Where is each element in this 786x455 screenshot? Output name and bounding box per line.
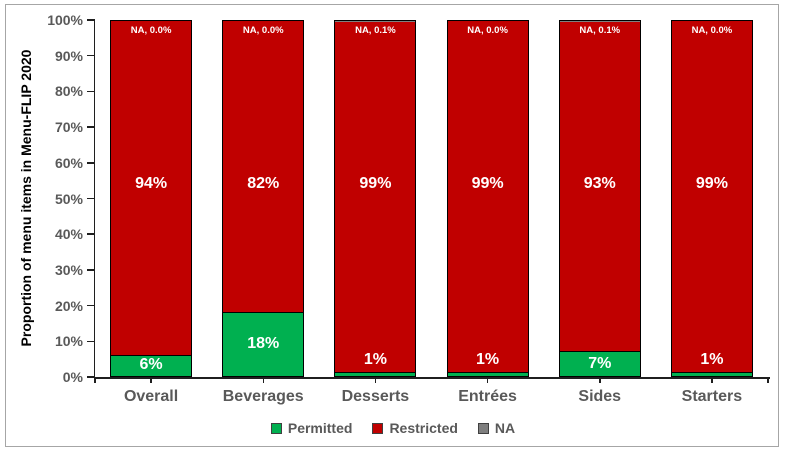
restricted-data-label: 99% — [695, 175, 728, 192]
legend-item-na: NA — [477, 420, 516, 436]
y-tick-mark — [87, 233, 95, 235]
y-tick-mark — [87, 376, 95, 378]
y-tick-label: 50% — [54, 190, 83, 207]
segment-permitted — [335, 372, 416, 376]
legend-item-permitted: Permitted — [270, 420, 353, 436]
restricted-data-label: 99% — [471, 175, 504, 192]
y-tick-label: 90% — [54, 47, 83, 64]
permitted-data-label: 6% — [139, 356, 163, 374]
y-tick-label: 60% — [54, 154, 83, 171]
y-tick-mark — [87, 90, 95, 93]
category-label-starters: Starters — [681, 388, 743, 405]
category-label-entrées: Entrées — [458, 388, 517, 405]
segment-permitted — [671, 372, 752, 376]
y-tick-label: 40% — [54, 226, 83, 243]
category-label-desserts: Desserts — [341, 388, 410, 405]
y-tick-mark — [87, 54, 95, 57]
bar-beverages: NA, 0.0% 82% 18% — [222, 20, 305, 377]
bar-desserts: NA, 0.1% 99% 1% — [334, 20, 417, 377]
y-tick-label: 80% — [54, 83, 83, 100]
bar-overall: NA, 0.0% 94% 6% — [110, 20, 193, 377]
x-tick-mark — [262, 377, 264, 383]
na-data-label: NA, 0.0% — [242, 25, 284, 36]
legend-swatch-permitted — [270, 422, 282, 434]
y-tick-mark — [87, 19, 95, 21]
x-tick-mark — [94, 377, 96, 383]
y-tick-label: 70% — [54, 119, 83, 136]
y-tick-mark — [87, 126, 95, 128]
legend-label: NA — [494, 420, 516, 436]
y-tick-mark — [87, 304, 95, 307]
segment-permitted — [447, 372, 528, 376]
x-tick-mark — [767, 377, 769, 383]
na-data-label: NA, 0.0% — [691, 25, 733, 36]
bar-sides: NA, 0.1% 93% 7% — [558, 20, 641, 377]
x-axis-line — [93, 377, 770, 379]
legend: Permitted Restricted NA — [0, 421, 786, 435]
segment-permitted — [111, 354, 192, 376]
y-tick-mark — [87, 162, 95, 164]
y-tick-label: 0% — [62, 369, 83, 385]
permitted-data-label: 1% — [700, 351, 724, 369]
y-tick-label: 30% — [54, 261, 83, 278]
x-tick-mark — [150, 377, 152, 383]
permitted-data-label: 1% — [476, 351, 500, 369]
legend-label: Restricted — [389, 420, 458, 436]
x-tick-mark — [599, 377, 601, 383]
permitted-data-label: 1% — [363, 351, 387, 369]
y-tick-mark — [87, 197, 95, 200]
na-data-label: NA, 0.0% — [130, 25, 172, 36]
restricted-data-label: 82% — [247, 175, 280, 192]
y-tick-mark — [87, 269, 95, 271]
bar-starters: NA, 0.0% 99% 1% — [670, 20, 753, 377]
na-data-label: NA, 0.0% — [467, 25, 508, 36]
na-data-label: NA, 0.1% — [579, 25, 621, 36]
x-tick-mark — [374, 377, 377, 383]
x-tick-mark — [711, 377, 713, 383]
category-label-beverages: Beverages — [222, 388, 304, 405]
y-tick-mark — [87, 340, 95, 343]
legend-swatch-restricted — [372, 422, 384, 434]
segment-na — [335, 21, 416, 22]
permitted-data-label: 7% — [588, 354, 612, 372]
bar-entrées: NA, 0.0% 99% 1% — [446, 20, 529, 377]
legend-item-restricted: Restricted — [372, 420, 458, 436]
legend-swatch-na — [477, 422, 489, 434]
segment-na — [559, 21, 640, 22]
restricted-data-label: 94% — [135, 175, 168, 192]
y-tick-label: 10% — [54, 333, 83, 350]
na-data-label: NA, 0.1% — [355, 25, 396, 36]
segment-permitted — [559, 351, 640, 376]
x-tick-mark — [486, 377, 489, 383]
y-tick-label: 20% — [54, 297, 83, 314]
category-label-overall: Overall — [123, 388, 179, 405]
category-label-sides: Sides — [578, 388, 622, 405]
y-axis-line — [93, 19, 95, 378]
permitted-data-label: 18% — [247, 334, 280, 352]
legend-label: Permitted — [287, 420, 353, 436]
restricted-data-label: 99% — [359, 175, 392, 192]
restricted-data-label: 93% — [583, 175, 616, 192]
y-tick-label: 100% — [47, 12, 83, 28]
segment-permitted — [223, 311, 304, 376]
